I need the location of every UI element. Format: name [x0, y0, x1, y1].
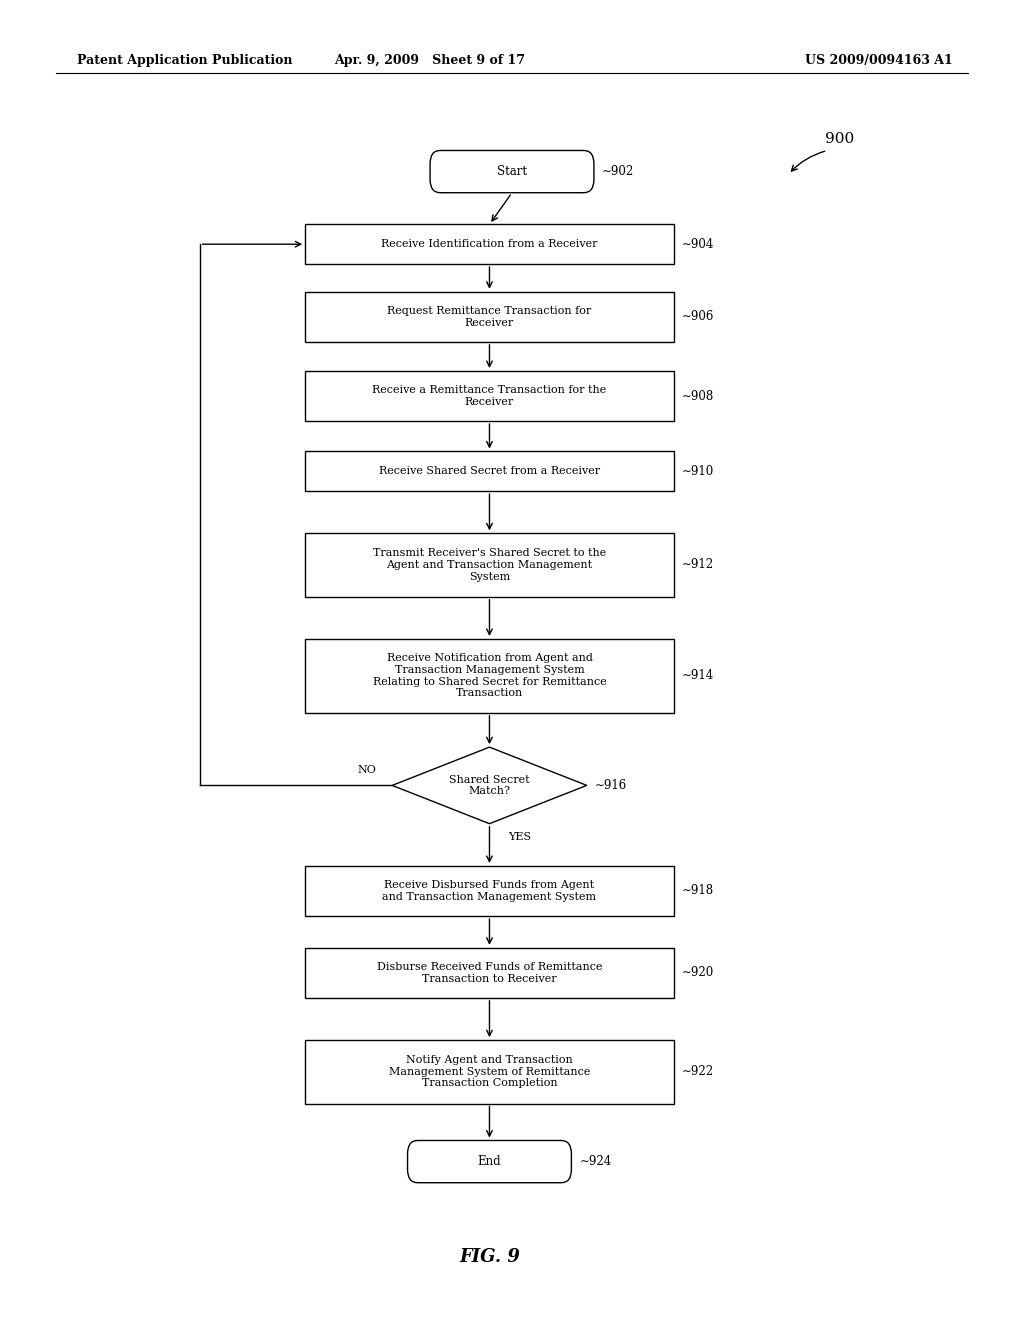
Text: ∼904: ∼904 — [682, 238, 715, 251]
Text: Request Remittance Transaction for
Receiver: Request Remittance Transaction for Recei… — [387, 306, 592, 327]
Text: End: End — [477, 1155, 502, 1168]
Text: Receive Notification from Agent and
Transaction Management System
Relating to Sh: Receive Notification from Agent and Tran… — [373, 653, 606, 698]
Text: Start: Start — [497, 165, 527, 178]
Bar — [305, 533, 674, 597]
Text: ∼918: ∼918 — [682, 884, 714, 898]
Bar — [305, 1040, 674, 1104]
Text: Receive Identification from a Receiver: Receive Identification from a Receiver — [381, 239, 598, 249]
Text: ∼902: ∼902 — [602, 165, 634, 178]
Text: NO: NO — [358, 764, 377, 775]
Text: ∼912: ∼912 — [682, 558, 714, 572]
Text: ∼914: ∼914 — [682, 669, 714, 682]
Text: ∼916: ∼916 — [595, 779, 627, 792]
Text: FIG. 9: FIG. 9 — [459, 1247, 520, 1266]
Bar — [305, 292, 674, 342]
Text: Patent Application Publication: Patent Application Publication — [77, 54, 292, 67]
Text: ∼910: ∼910 — [682, 465, 714, 478]
Bar — [305, 224, 674, 264]
Text: Receive a Remittance Transaction for the
Receiver: Receive a Remittance Transaction for the… — [373, 385, 606, 407]
Text: Shared Secret
Match?: Shared Secret Match? — [450, 775, 529, 796]
Text: Disburse Received Funds of Remittance
Transaction to Receiver: Disburse Received Funds of Remittance Tr… — [377, 962, 602, 983]
Bar — [305, 451, 674, 491]
Text: ∼908: ∼908 — [682, 389, 714, 403]
Text: Receive Shared Secret from a Receiver: Receive Shared Secret from a Receiver — [379, 466, 600, 477]
FancyBboxPatch shape — [408, 1140, 571, 1183]
Bar — [305, 948, 674, 998]
Text: YES: YES — [508, 832, 531, 842]
Text: ∼906: ∼906 — [682, 310, 715, 323]
Text: ∼920: ∼920 — [682, 966, 714, 979]
Text: US 2009/0094163 A1: US 2009/0094163 A1 — [805, 54, 952, 67]
Bar — [305, 371, 674, 421]
Bar — [305, 866, 674, 916]
Text: Receive Disbursed Funds from Agent
and Transaction Management System: Receive Disbursed Funds from Agent and T… — [382, 880, 597, 902]
Text: Notify Agent and Transaction
Management System of Remittance
Transaction Complet: Notify Agent and Transaction Management … — [389, 1055, 590, 1089]
Polygon shape — [392, 747, 587, 824]
Text: Apr. 9, 2009   Sheet 9 of 17: Apr. 9, 2009 Sheet 9 of 17 — [335, 54, 525, 67]
Text: ∼922: ∼922 — [682, 1065, 714, 1078]
Bar — [305, 639, 674, 713]
FancyBboxPatch shape — [430, 150, 594, 193]
Text: ∼924: ∼924 — [580, 1155, 611, 1168]
Text: 900: 900 — [825, 132, 854, 145]
Text: Transmit Receiver's Shared Secret to the
Agent and Transaction Management
System: Transmit Receiver's Shared Secret to the… — [373, 548, 606, 582]
